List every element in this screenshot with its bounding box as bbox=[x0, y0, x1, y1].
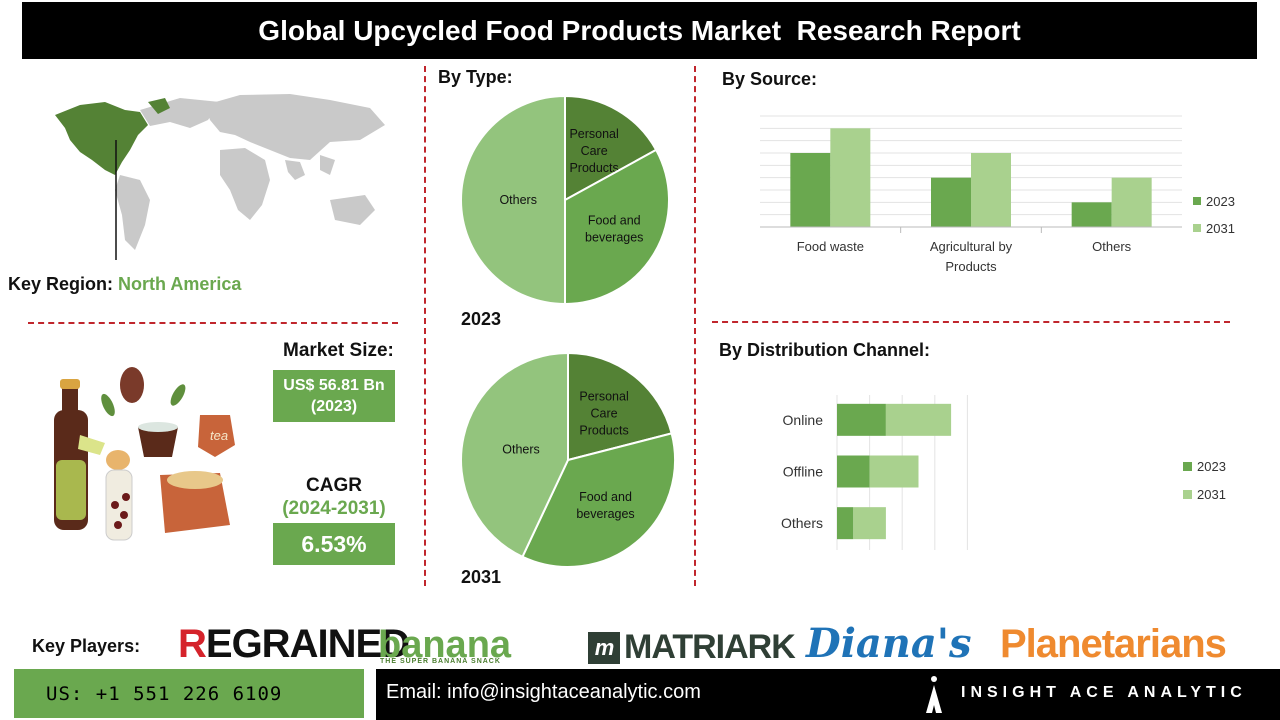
key-region-value: North America bbox=[118, 274, 242, 294]
market-size-value: US$ 56.81 Bn bbox=[283, 377, 385, 394]
key-region: Key Region: North America bbox=[8, 274, 241, 295]
logo-banana-tagline: THE SUPER BANANA SNACK bbox=[380, 658, 501, 665]
dist-bar-2031-1 bbox=[869, 455, 919, 488]
key-region-label: Key Region: bbox=[8, 274, 114, 294]
dist-category-label-2: Others bbox=[781, 515, 823, 531]
source-category-label-0: Food waste bbox=[797, 239, 864, 254]
report-title: Global Upcycled Food Products Market Res… bbox=[22, 2, 1257, 59]
dist-bar-2023-1 bbox=[837, 455, 870, 488]
dist-bar-2023-0 bbox=[837, 403, 886, 436]
divider-vertical-right bbox=[694, 66, 696, 586]
divider-right bbox=[712, 321, 1230, 323]
source-bar-2023-1 bbox=[931, 177, 971, 227]
dist-legend-swatch-2031 bbox=[1183, 490, 1192, 499]
source-bar-2023-0 bbox=[790, 153, 831, 227]
logo-banana-text: banana bbox=[378, 624, 512, 666]
source-category-label-2: Others bbox=[1092, 239, 1132, 254]
market-size-label: Market Size: bbox=[283, 340, 394, 361]
pie-chart-2031: Personal Care Products Food and beverages Oth… bbox=[460, 351, 676, 568]
dist-bar-2023-2 bbox=[837, 507, 854, 540]
pie-slice-2031-1 bbox=[521, 432, 676, 568]
key-players-label: Key Players: bbox=[32, 636, 141, 656]
pie-slice-2031-2 bbox=[460, 351, 569, 559]
source-category-label-1: Agricultural by Products bbox=[930, 239, 1013, 274]
logo-regrained: REGRAINED bbox=[178, 622, 410, 666]
divider-left bbox=[28, 322, 398, 324]
pie-slice-2023-1 bbox=[564, 148, 670, 306]
logo-dianas: Diana's bbox=[806, 620, 972, 667]
cagr-label: CAGR bbox=[306, 475, 362, 496]
dist-legend-label-2031: 2031 bbox=[1197, 487, 1226, 502]
dist-legend-label-2023: 2023 bbox=[1197, 459, 1226, 474]
pie-year-2023: 2023 bbox=[461, 309, 502, 329]
source-legend-swatch-2023 bbox=[1193, 197, 1201, 205]
by-source-title: By Source: bbox=[722, 69, 818, 89]
source-bar-2023-2 bbox=[1071, 202, 1112, 227]
matriark-mark-icon: m bbox=[588, 631, 620, 664]
email-address: Email: info@insightaceanalytic.com bbox=[386, 681, 701, 703]
contact-bar: Email: info@insightaceanalytic.com INSIG… bbox=[376, 669, 1280, 720]
divider-vertical-left bbox=[424, 66, 426, 586]
source-legend-label-2023: 2023 bbox=[1206, 194, 1235, 209]
by-distribution-title: By Distribution Channel: bbox=[719, 340, 930, 360]
insightace-logo-icon bbox=[926, 676, 942, 713]
upcycled-food-illustration: tea bbox=[54, 367, 235, 541]
source-bar-2031-2 bbox=[1111, 177, 1152, 227]
by-type-title: By Type: bbox=[438, 67, 513, 87]
dist-bar-2031-0 bbox=[885, 403, 952, 436]
dist-legend-swatch-2023 bbox=[1183, 462, 1192, 471]
pie-chart-2023: Personal Care Products Food and beverages Oth… bbox=[460, 94, 670, 306]
by-distribution-bar-chart: Online Offline Others 2023 2031 bbox=[781, 395, 1226, 550]
pie-slice-2023-0 bbox=[564, 94, 658, 202]
svg-text:tea: tea bbox=[210, 428, 228, 443]
logo-matriark: m MATRIARK bbox=[588, 628, 796, 667]
dist-category-label-1: Offline bbox=[783, 464, 823, 480]
logo-planetarians: Planetarians bbox=[1000, 622, 1227, 666]
pie-label-2023-0: Personal Care Products bbox=[569, 127, 618, 175]
logo-banana: banana THE SUPER BANANA SNACK bbox=[378, 624, 511, 667]
pie-slice-2023-2 bbox=[460, 94, 566, 306]
market-size-year: (2023) bbox=[310, 398, 358, 415]
market-size-box: US$ 56.81 Bn (2023) bbox=[273, 370, 395, 422]
pie-year-2031: 2031 bbox=[461, 567, 502, 587]
pie-label-2031-0: Personal Care Products bbox=[579, 389, 628, 437]
pie-label-2023-2: Others bbox=[499, 193, 537, 207]
phone-number: US: +1 551 226 6109 bbox=[14, 669, 364, 718]
pie-label-2031-1: Food and beverages bbox=[576, 490, 634, 521]
pie-slice-2031-0 bbox=[567, 351, 673, 462]
by-source-bar-chart: Food waste Agricultural by Products Others 2… bbox=[760, 115, 1235, 274]
pie-label-2023-1: Food and beverages bbox=[585, 214, 643, 245]
cagr-period: (2024-2031) bbox=[282, 498, 386, 519]
dist-bar-2031-2 bbox=[853, 507, 886, 540]
source-legend-swatch-2031 bbox=[1193, 224, 1201, 232]
cagr-value: 6.53% bbox=[273, 523, 395, 565]
source-bar-2031-0 bbox=[830, 128, 871, 227]
source-bar-2031-1 bbox=[971, 153, 1011, 227]
source-legend-label-2031: 2031 bbox=[1206, 221, 1235, 236]
logo-regrained-text: EGRAINED bbox=[205, 622, 410, 666]
dist-category-label-0: Online bbox=[783, 412, 824, 428]
logo-matriark-text: MATRIARK bbox=[624, 628, 796, 666]
pie-label-2031-2: Others bbox=[502, 442, 540, 456]
world-map bbox=[55, 94, 385, 260]
company-name: INSIGHT ACE ANALYTIC bbox=[961, 684, 1247, 701]
